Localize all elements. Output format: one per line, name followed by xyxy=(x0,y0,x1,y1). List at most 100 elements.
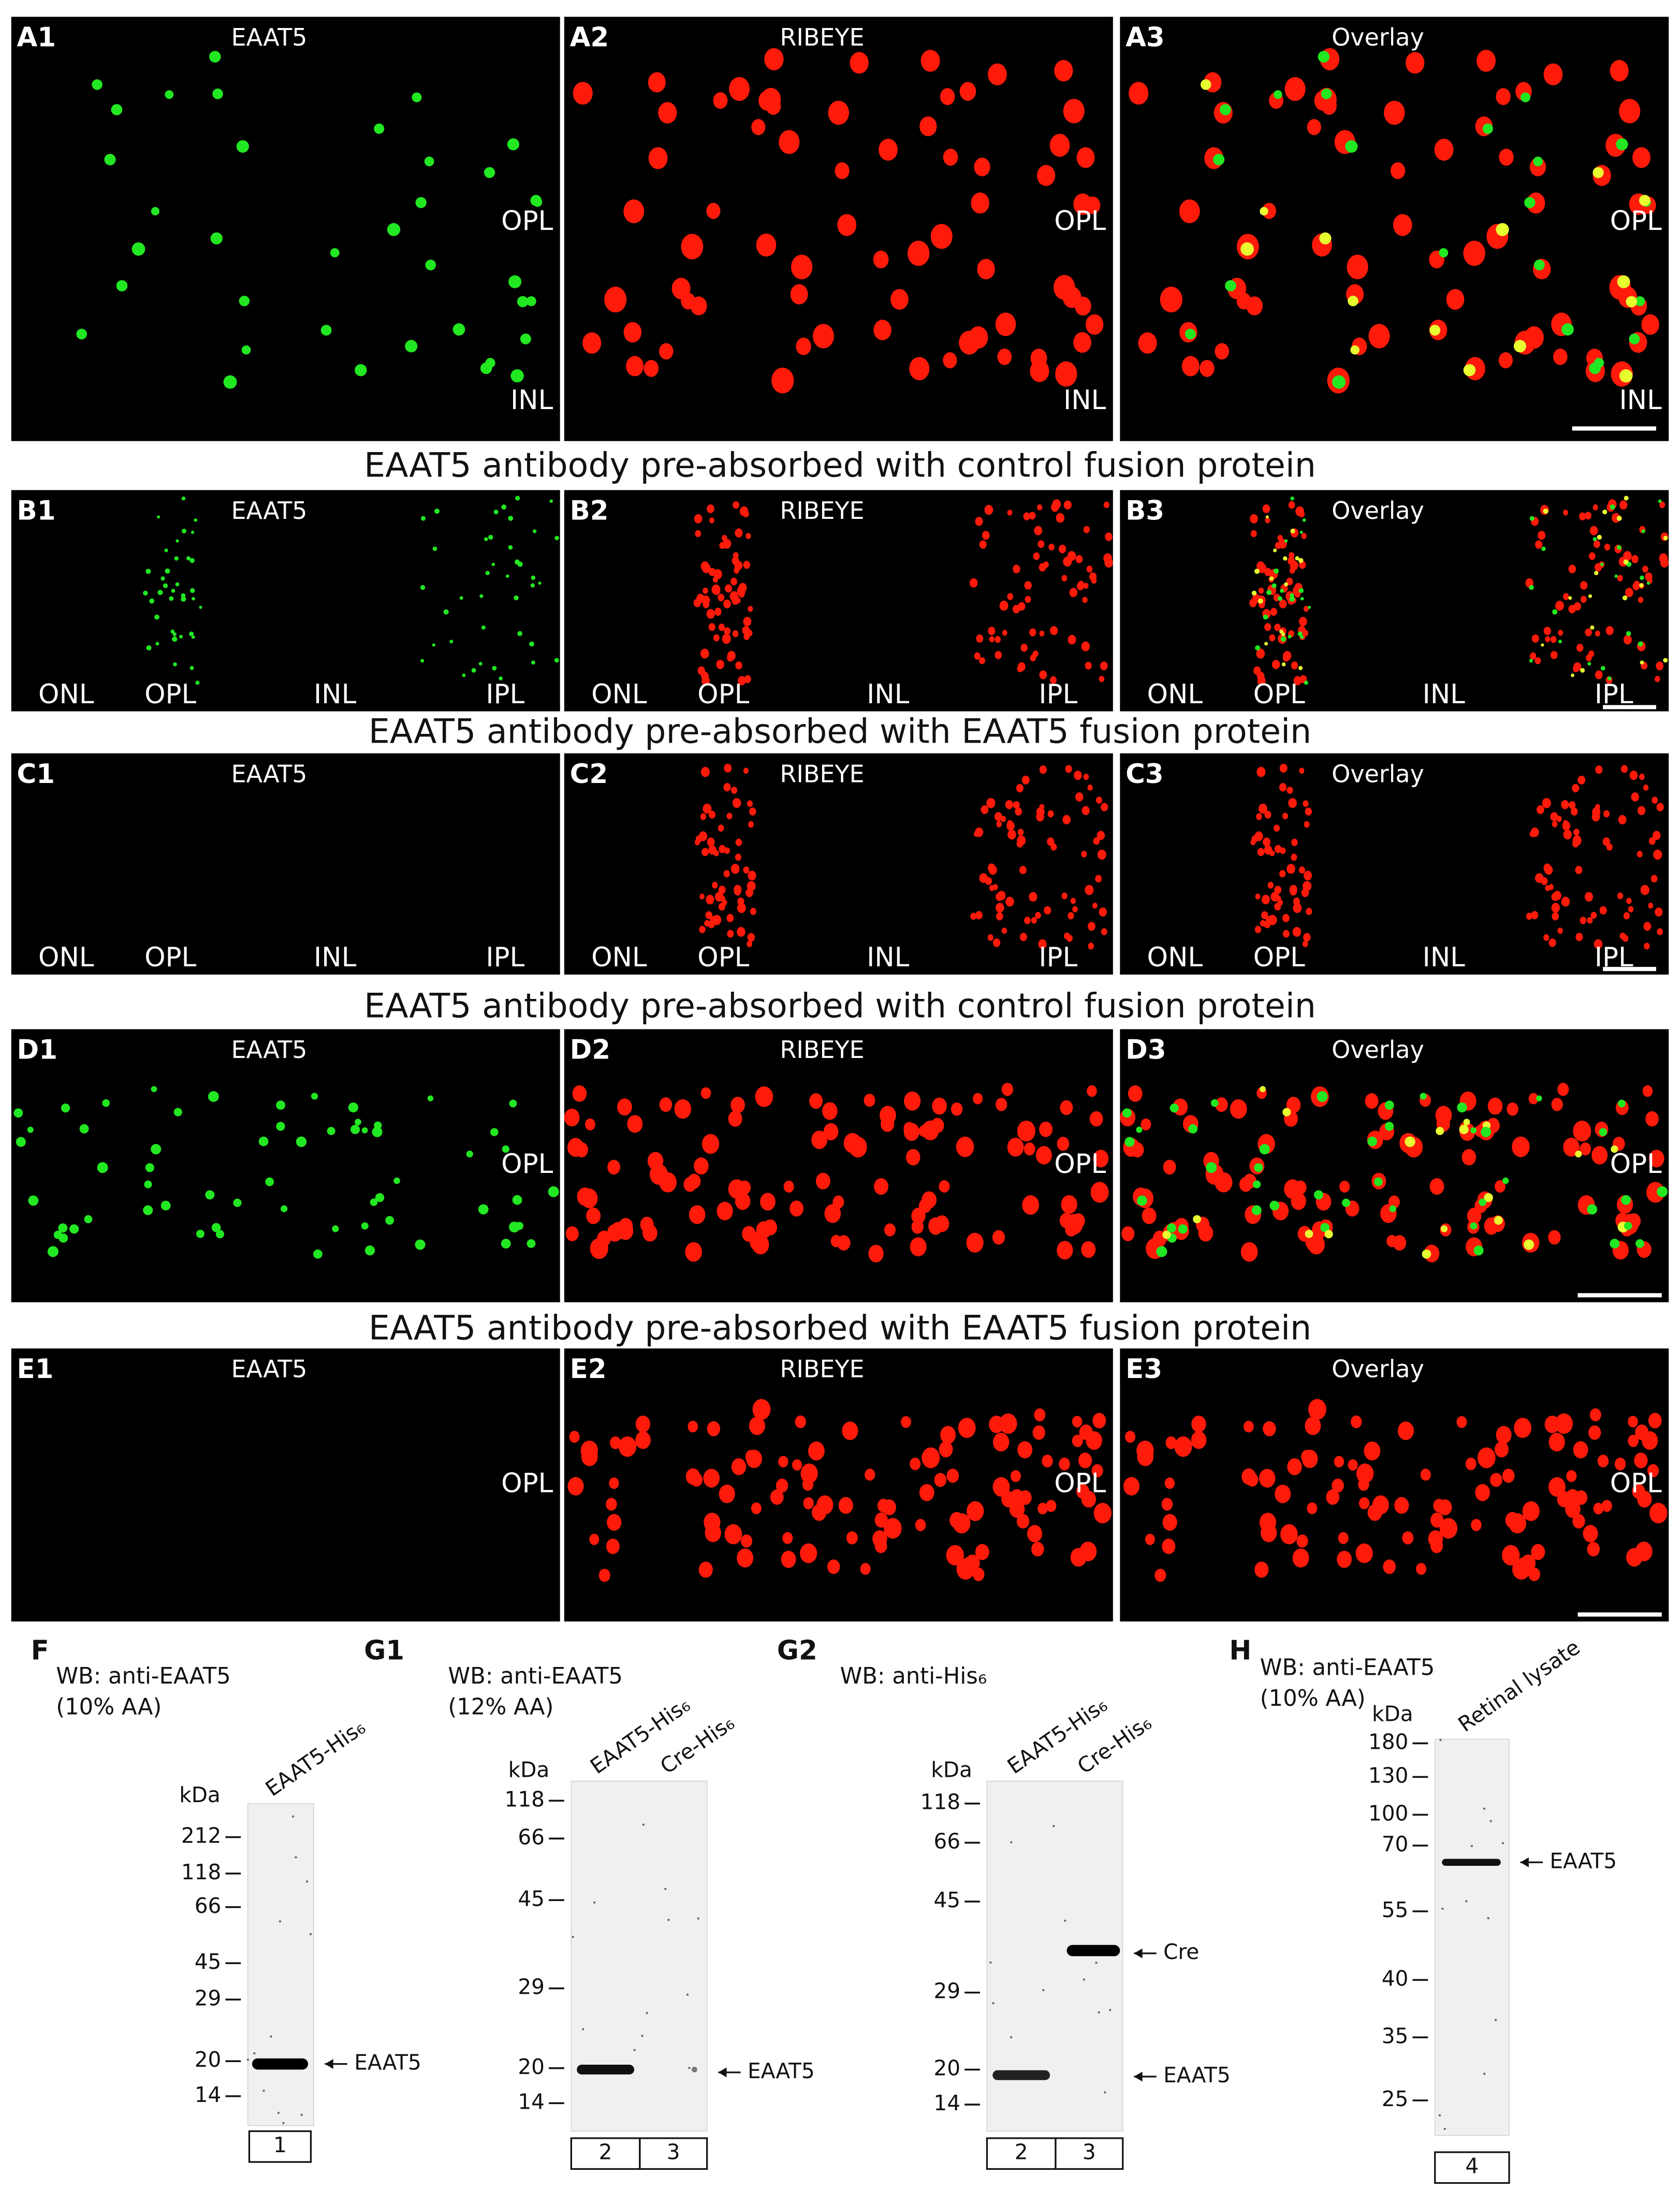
green-spot xyxy=(313,1249,323,1259)
red-spot xyxy=(648,72,666,93)
red-spot xyxy=(1397,1421,1414,1440)
red-spot xyxy=(837,214,857,236)
red-spot xyxy=(690,1472,703,1487)
green-spot xyxy=(157,515,160,519)
green-spot xyxy=(160,576,165,581)
red-spot xyxy=(610,1436,621,1449)
red-spot xyxy=(700,648,709,659)
green-spot xyxy=(1304,680,1308,685)
red-spot xyxy=(1007,829,1016,840)
green-spot xyxy=(215,1230,225,1239)
green-spot xyxy=(1597,534,1602,540)
green-spot xyxy=(502,1145,509,1153)
red-spot xyxy=(564,1108,580,1127)
red-spot xyxy=(1289,884,1297,894)
red-spot xyxy=(1568,564,1576,574)
green-spot xyxy=(484,537,488,541)
green-spot xyxy=(1599,1128,1608,1136)
red-spot xyxy=(1256,648,1265,659)
red-spot xyxy=(1551,892,1559,901)
green-spot xyxy=(1494,1216,1503,1225)
green-spot xyxy=(1588,594,1593,598)
red-spot xyxy=(873,320,892,341)
green-spot xyxy=(1289,596,1295,602)
green-spot xyxy=(1543,509,1548,514)
kda-unit: kDa xyxy=(179,1782,221,1807)
red-spot xyxy=(1553,349,1568,365)
red-spot xyxy=(1174,1436,1192,1457)
red-spot xyxy=(1089,1111,1103,1127)
red-spot xyxy=(671,278,691,299)
channel-label: Overlay xyxy=(1332,497,1424,525)
red-spot xyxy=(1433,1499,1445,1513)
red-spot xyxy=(1299,767,1305,774)
green-spot xyxy=(1646,582,1650,585)
red-spot xyxy=(824,1204,841,1223)
red-spot xyxy=(1588,650,1595,657)
red-spot xyxy=(1288,798,1297,808)
green-spot xyxy=(155,642,159,646)
green-spot xyxy=(1298,558,1304,563)
red-spot xyxy=(700,766,710,777)
red-spot xyxy=(674,1099,692,1119)
red-spot xyxy=(823,1123,839,1140)
green-spot xyxy=(1429,325,1441,336)
green-spot xyxy=(189,558,195,563)
green-spot xyxy=(154,614,159,620)
red-spot xyxy=(1521,1554,1536,1572)
red-spot xyxy=(1024,917,1031,924)
red-spot xyxy=(783,1180,794,1193)
red-spot xyxy=(1659,501,1666,509)
red-spot xyxy=(1555,600,1564,611)
micrograph-panel: B2 RIBEYE ONL OPL INL IPL xyxy=(564,490,1113,712)
marker-label: 212 xyxy=(181,1823,221,1848)
green-spot xyxy=(170,629,175,634)
green-spot xyxy=(1561,323,1574,336)
red-spot xyxy=(1121,1226,1135,1241)
red-spot xyxy=(748,605,753,612)
red-spot xyxy=(1573,662,1582,672)
green-spot xyxy=(361,1222,369,1230)
red-spot xyxy=(1005,800,1014,809)
green-spot xyxy=(171,588,176,593)
green-spot xyxy=(1269,576,1274,581)
red-spot xyxy=(1088,942,1094,950)
red-spot xyxy=(1005,896,1014,907)
green-spot xyxy=(1367,1136,1377,1147)
speck xyxy=(1010,2036,1013,2039)
red-spot xyxy=(1050,676,1057,684)
red-spot xyxy=(1074,771,1082,780)
green-spot xyxy=(508,275,522,288)
green-spot xyxy=(13,1108,23,1118)
channel-label: Overlay xyxy=(1332,1036,1424,1064)
red-spot xyxy=(1593,1502,1604,1515)
red-spot xyxy=(659,1097,673,1112)
red-spot xyxy=(610,1222,626,1240)
red-spot xyxy=(997,349,1012,365)
lane-number: 2 xyxy=(1015,2140,1028,2165)
red-spot xyxy=(748,871,756,881)
red-spot xyxy=(1065,1222,1078,1237)
green-spot xyxy=(1298,588,1304,593)
red-spot xyxy=(1130,1142,1144,1157)
red-spot xyxy=(1595,670,1603,679)
lane-number: 1 xyxy=(273,2133,287,2157)
red-spot xyxy=(598,1569,610,1582)
green-spot xyxy=(348,1102,359,1113)
red-spot xyxy=(734,884,742,894)
red-spot xyxy=(1038,939,1047,949)
red-spot xyxy=(1602,837,1610,846)
red-spot xyxy=(1291,661,1298,670)
green-spot xyxy=(1136,1195,1147,1206)
red-spot xyxy=(1548,1230,1561,1245)
marker-label: 14 xyxy=(933,2091,960,2115)
red-spot xyxy=(989,884,995,891)
red-spot xyxy=(1092,903,1098,909)
speck xyxy=(633,2049,636,2051)
red-spot xyxy=(1104,558,1113,568)
red-spot xyxy=(1642,565,1648,573)
red-spot xyxy=(702,1134,720,1154)
red-spot xyxy=(756,233,777,257)
band xyxy=(577,2064,635,2075)
arrow-head xyxy=(718,2067,727,2078)
